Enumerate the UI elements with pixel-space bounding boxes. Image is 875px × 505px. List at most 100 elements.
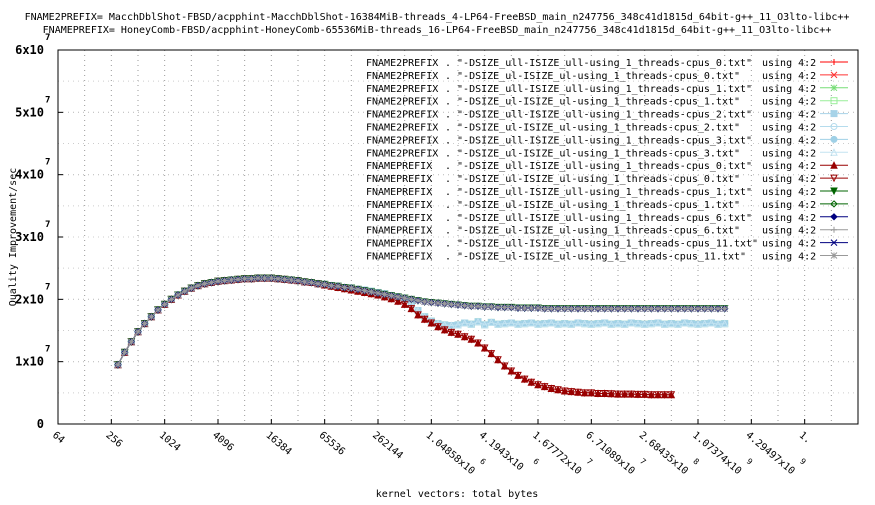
- series-point: [567, 320, 576, 328]
- legend-entry: FNAMEPREFIX . "-DSIZE_ull-ISIZE_ull-using…: [366, 239, 848, 250]
- x-tick-label: 262144: [370, 430, 405, 462]
- series-point: [661, 305, 669, 313]
- legend-prefix: FNAMEPREFIX: [366, 200, 432, 211]
- series-point: [607, 390, 616, 398]
- series-point: [681, 305, 689, 313]
- series-point: [434, 323, 442, 331]
- series-point: [481, 303, 489, 311]
- series-point: [207, 279, 215, 286]
- series-point: [487, 318, 496, 326]
- series-point: [460, 318, 469, 327]
- series-point: [600, 318, 609, 327]
- series-point: [714, 320, 722, 328]
- x-tick-exponent: 9: [745, 457, 755, 467]
- series-point: [321, 281, 329, 288]
- series-point: [627, 318, 636, 327]
- series-point: [641, 305, 649, 313]
- legend-prefix: FNAME2PREFIX: [366, 148, 438, 159]
- series-point: [830, 97, 838, 105]
- series-point: [500, 319, 509, 328]
- series-point: [574, 388, 582, 397]
- series-point: [620, 390, 629, 399]
- x-tick-label: 256: [103, 430, 124, 450]
- series-point: [447, 328, 456, 337]
- series-point: [154, 306, 162, 314]
- series-point: [347, 284, 355, 292]
- chart-title-line-2: FNAMEPREFIX= HoneyComb-FBSD/acpphint-Hon…: [43, 25, 832, 36]
- series-point: [554, 305, 562, 313]
- series-point: [660, 320, 669, 328]
- series-point: [187, 284, 195, 292]
- series-point: [701, 305, 709, 313]
- series-point: [667, 319, 676, 328]
- series-point: [540, 319, 549, 328]
- series-point: [634, 319, 642, 328]
- series-point: [507, 304, 515, 311]
- series-point: [214, 277, 222, 285]
- legend-file: . "-DSIZE_ul-ISIZE_ul-using_1_threads-cp…: [445, 174, 740, 185]
- series-point: [627, 305, 635, 313]
- legend-file: . "-DSIZE_ull-ISIZE_ull-using_1_threads-…: [445, 84, 752, 95]
- x-axis-label: kernel vectors: total bytes: [376, 489, 539, 500]
- series-point: [501, 304, 509, 311]
- series-point: [554, 320, 562, 328]
- legend-file: . "-DSIZE_ul-ISIZE_ul-using_1_threads-cp…: [445, 97, 740, 108]
- x-tick-label: 1024: [157, 430, 183, 454]
- legend-using: using 4:2: [762, 226, 816, 237]
- series-point: [720, 319, 729, 328]
- y-tick-exponent: 7: [45, 220, 50, 230]
- legend-prefix: FNAME2PREFIX: [366, 123, 438, 134]
- series-point: [460, 333, 469, 341]
- series-point: [694, 305, 702, 313]
- x-tick-label: 1.07374x10: [690, 430, 743, 477]
- series-point: [454, 320, 462, 329]
- legend-entry: FNAMEPREFIX . "-DSIZE_ul-ISIZE_ul-using_1…: [366, 226, 848, 237]
- x-tick-exponent: 6: [478, 457, 488, 467]
- chart-title-line-1: FNAME2PREFIX= MacchDblShot-FBSD/acpphint…: [25, 12, 850, 23]
- series-point: [830, 135, 838, 143]
- x-tick-exponent: 7: [585, 457, 595, 467]
- series-point: [614, 305, 622, 313]
- series-point: [181, 287, 189, 295]
- series-point: [527, 318, 536, 327]
- series-point: [527, 304, 535, 312]
- series-point: [567, 305, 575, 313]
- series-point: [830, 200, 838, 208]
- legend: FNAME2PREFIX . "-DSIZE_ull-ISIZE_ull-usin…: [366, 58, 848, 263]
- series-point: [401, 294, 409, 302]
- series-point: [414, 297, 422, 304]
- series-point: [241, 275, 249, 283]
- legend-prefix: FNAME2PREFIX: [366, 110, 438, 121]
- series-point: [560, 387, 569, 396]
- series-point: [587, 305, 595, 313]
- series-point: [387, 292, 395, 299]
- legend-prefix: FNAMEPREFIX: [366, 239, 432, 250]
- series-point: [674, 320, 682, 328]
- legend-prefix: FNAME2PREFIX: [366, 84, 438, 95]
- series-point: [474, 317, 482, 326]
- series-point: [527, 378, 536, 387]
- series-point: [600, 389, 609, 398]
- legend-using: using 4:2: [762, 174, 816, 185]
- y-tick-exponent: 7: [45, 95, 50, 105]
- series-point: [830, 174, 838, 183]
- series-point: [634, 305, 642, 313]
- series-point: [274, 275, 282, 283]
- legend-file: . "-DSIZE_ull-ISIZE_ull-using_1_threads-…: [445, 110, 752, 121]
- legend-using: using 4:2: [762, 135, 816, 146]
- series-point: [667, 391, 676, 399]
- series-point: [467, 320, 476, 328]
- series-point: [507, 367, 516, 376]
- series-point: [161, 300, 169, 308]
- series-point: [474, 339, 482, 348]
- series-point: [361, 287, 369, 294]
- series-point: [594, 319, 602, 328]
- series-point: [700, 319, 709, 328]
- series-point: [520, 319, 529, 328]
- series-point: [667, 305, 675, 313]
- legend-using: using 4:2: [762, 252, 816, 263]
- x-axis: 64 256 1024 4096 16384 65536 262144 1.04858x10 6…: [50, 419, 813, 477]
- series-point: [627, 390, 636, 399]
- series-point: [647, 305, 655, 313]
